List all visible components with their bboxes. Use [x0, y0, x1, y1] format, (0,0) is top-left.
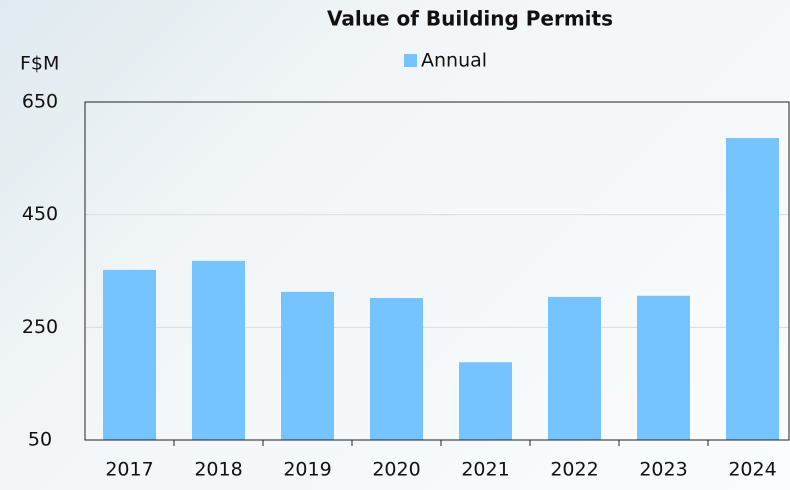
bar [726, 138, 779, 440]
x-tick-label: 2023 [639, 459, 687, 481]
legend-swatch [404, 54, 417, 67]
x-tick-label: 2021 [461, 459, 509, 481]
bar [281, 291, 334, 440]
y-tick-label: 450 [22, 203, 58, 225]
bar [459, 362, 512, 440]
bar [192, 260, 245, 440]
y-tick-label: 250 [22, 316, 58, 338]
chart-title: Value of Building Permits [327, 7, 613, 31]
bar [103, 269, 156, 440]
x-tick-label: 2020 [372, 459, 420, 481]
y-tick-label: 50 [28, 429, 52, 451]
x-tick-label: 2019 [283, 459, 331, 481]
x-tick-label: 2018 [194, 459, 242, 481]
x-tick-label: 2017 [105, 459, 153, 481]
legend-label: Annual [421, 50, 487, 72]
bar [637, 295, 690, 440]
y-tick-label: 650 [22, 91, 58, 113]
bar [548, 296, 601, 440]
x-tick-label: 2022 [550, 459, 598, 481]
bar [370, 298, 423, 440]
y-axis-label: F$M [20, 53, 59, 75]
x-tick-label: 2024 [728, 459, 776, 481]
plot-frame [84, 101, 790, 441]
